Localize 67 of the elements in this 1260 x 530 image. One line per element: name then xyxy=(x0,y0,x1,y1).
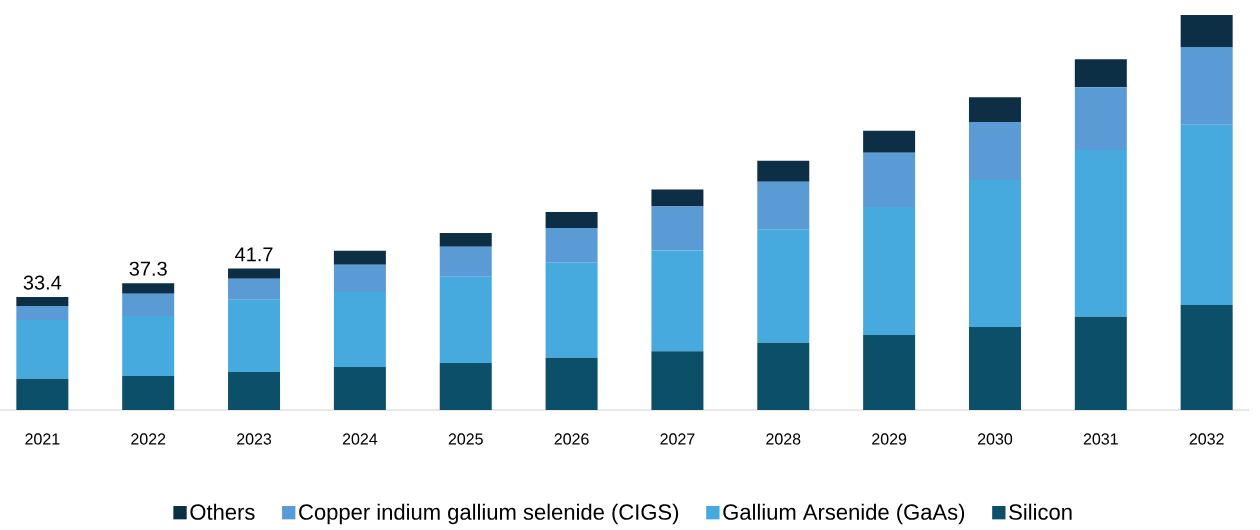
bar xyxy=(122,315,175,377)
bar xyxy=(228,299,281,373)
x-tick-label: 2023 xyxy=(237,433,272,445)
bar xyxy=(968,122,1021,181)
annotation: 33.4 xyxy=(23,275,62,290)
bar xyxy=(968,327,1021,410)
bar xyxy=(757,181,810,230)
bar xyxy=(651,250,704,352)
legend-label: Silicon xyxy=(1009,503,1072,520)
bar xyxy=(545,262,598,358)
bar xyxy=(439,362,492,410)
legend-label: Copper indium gallium selenide (CIGS) xyxy=(299,503,679,525)
bar xyxy=(757,160,810,182)
bar xyxy=(228,372,281,410)
x-tick-label: 2030 xyxy=(977,433,1013,445)
bar xyxy=(16,319,69,379)
bar xyxy=(439,246,492,277)
bar xyxy=(545,227,598,263)
x-tick-label: 2028 xyxy=(766,433,801,445)
x-tick-label: 2032 xyxy=(1189,433,1224,445)
bar xyxy=(863,206,916,335)
bar xyxy=(122,376,175,410)
x-tick-label: 2027 xyxy=(660,433,695,445)
bar xyxy=(968,180,1021,328)
bar xyxy=(968,97,1021,123)
x-tick-label: 2022 xyxy=(131,433,166,445)
bar xyxy=(333,264,386,292)
bar xyxy=(757,229,810,343)
bar xyxy=(651,189,704,207)
bar xyxy=(545,357,598,410)
bar xyxy=(863,130,916,153)
bar xyxy=(333,250,386,265)
bar xyxy=(651,206,704,251)
bar xyxy=(651,351,704,410)
bar xyxy=(1074,59,1127,88)
x-tick-label: 2021 xyxy=(25,433,60,445)
bar xyxy=(122,293,175,316)
x-tick-label: 2025 xyxy=(448,433,483,445)
bar xyxy=(545,212,598,228)
x-tick-label: 2029 xyxy=(872,433,907,445)
bar xyxy=(1074,316,1127,410)
bar xyxy=(228,278,281,300)
bar xyxy=(333,366,386,410)
bar xyxy=(228,268,281,279)
annotation: 37.3 xyxy=(129,261,167,276)
bar xyxy=(1180,46,1233,125)
x-tick-label: 2024 xyxy=(342,433,378,445)
bar xyxy=(1180,14,1233,47)
bar xyxy=(333,291,386,367)
x-tick-label: 2026 xyxy=(554,433,589,445)
bar xyxy=(863,152,916,207)
legend-label: Others xyxy=(190,503,255,520)
bar xyxy=(122,283,175,294)
bar xyxy=(1074,87,1127,151)
bar xyxy=(16,378,69,410)
bar xyxy=(16,306,69,320)
annotation: 41.7 xyxy=(235,247,273,262)
x-tick-label: 2031 xyxy=(1083,433,1118,445)
bar xyxy=(439,276,492,363)
bar xyxy=(1180,304,1233,410)
bar xyxy=(1180,124,1233,305)
bar xyxy=(16,297,69,307)
legend-label: Gallium Arsenide (GaAs) xyxy=(723,503,965,525)
bar xyxy=(757,342,810,410)
bar xyxy=(439,233,492,247)
bar xyxy=(1074,150,1127,317)
bar xyxy=(863,334,916,410)
